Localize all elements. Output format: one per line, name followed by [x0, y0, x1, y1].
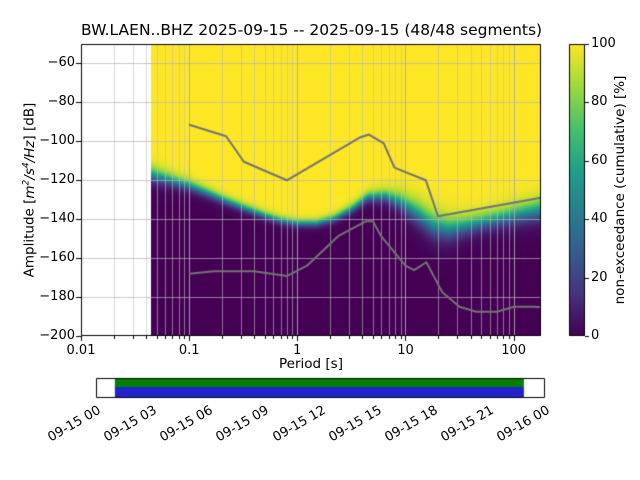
- y-tick-label: −200: [39, 328, 75, 343]
- colorbar-label: non-exceedance (cumulative) [%]: [612, 75, 628, 305]
- plot-title: BW.LAEN..BHZ 2025-09-15 -- 2025-09-15 (4…: [81, 21, 543, 39]
- colorbar-tick-label: 40: [591, 211, 608, 227]
- y-tick-label: −60: [47, 55, 75, 71]
- colorbar-tick-label: 100: [591, 36, 616, 51]
- y-axis-unit-hz: /Hz: [21, 140, 38, 163]
- colorbar-tick-label: 80: [591, 94, 608, 110]
- x-tick-label: 0.1: [178, 343, 200, 358]
- y-tick-label: −180: [39, 289, 75, 305]
- x-tick-label: 10: [397, 343, 414, 358]
- y-axis-label-suffix: ] [dB]: [21, 102, 38, 141]
- y-axis-unit-m-exp: 2: [21, 179, 31, 186]
- y-tick-label: −100: [39, 133, 75, 149]
- y-tick-label: −140: [39, 211, 75, 227]
- y-axis-label: Amplitude [m2/s4/Hz] [dB]: [16, 0, 38, 390]
- y-axis-unit-m: m: [21, 185, 38, 199]
- colorbar-tick-label: 0: [591, 328, 600, 343]
- y-axis-unit-s-exp: 4: [21, 162, 31, 169]
- y-tick-label: −160: [39, 250, 75, 266]
- colorbar-tick-label: 60: [591, 152, 608, 168]
- y-tick-label: −80: [47, 94, 75, 110]
- x-tick-label: 100: [501, 343, 527, 358]
- y-tick-label: −120: [39, 172, 75, 188]
- colorbar-tick-label: 20: [591, 269, 608, 285]
- x-tick-label: 0.01: [66, 343, 96, 358]
- y-axis-label-prefix: Amplitude [: [21, 198, 38, 278]
- x-tick-label: 1: [293, 343, 302, 358]
- y-axis-unit-s: /s: [21, 168, 38, 180]
- x-axis-label: Period [s]: [279, 356, 343, 372]
